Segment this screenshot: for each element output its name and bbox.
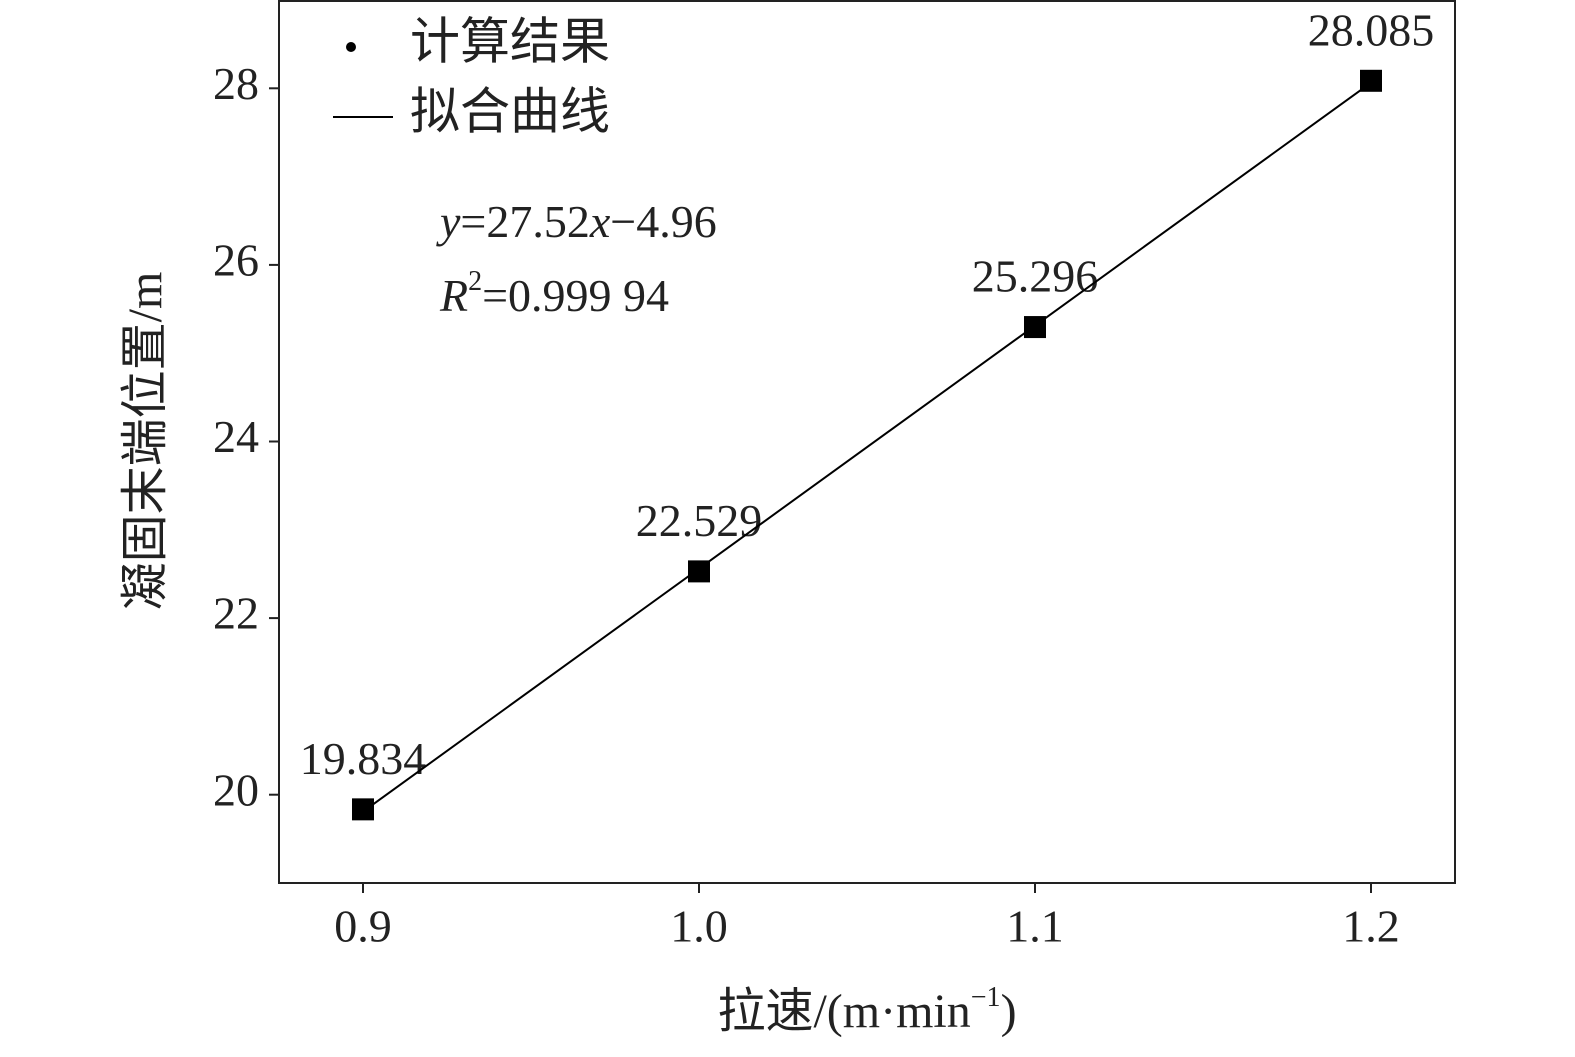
y-tick-label: 20 [213, 764, 259, 815]
x-label-part: ) [1001, 985, 1017, 1038]
r2-sup: 2 [468, 266, 482, 297]
equation: y=27.52x−4.96 [436, 196, 717, 247]
x-label-part: 拉速/(m·min [717, 985, 970, 1038]
r2-part: R [439, 270, 468, 321]
y-tick-label: 24 [213, 411, 259, 462]
eq-part: x [589, 196, 611, 247]
r2-part: =0.999 94 [482, 270, 669, 321]
data-point [352, 798, 374, 821]
legend-label: 计算结果 [410, 13, 610, 69]
y-tick-label: 26 [213, 234, 259, 285]
x-tick-label: 1.0 [670, 901, 728, 952]
y-axis-label: 凝固末端位置/m [119, 272, 172, 611]
eq-part: =27.52 [460, 196, 589, 247]
eq-part: y [436, 196, 461, 247]
x-label-sup: −1 [971, 982, 1001, 1013]
y-tick-label: 28 [213, 58, 259, 109]
data-label: 28.085 [1308, 4, 1435, 55]
data-label: 25.296 [972, 251, 1099, 302]
r-squared: R2=0.999 94 [439, 266, 669, 320]
y-tick-label: 22 [213, 588, 259, 639]
data-label: 22.529 [636, 495, 763, 546]
data-label: 19.834 [300, 733, 427, 784]
x-axis-label: 拉速/(m·min−1) [717, 982, 1016, 1038]
legend-label: 拟合曲线 [410, 83, 610, 139]
x-tick-label: 1.1 [1006, 901, 1064, 952]
fit-line [362, 81, 1372, 813]
legend-marker [346, 42, 356, 52]
x-tick-label: 1.2 [1342, 901, 1400, 952]
x-tick-label: 0.9 [334, 901, 392, 952]
eq-part: −4.96 [610, 196, 716, 247]
